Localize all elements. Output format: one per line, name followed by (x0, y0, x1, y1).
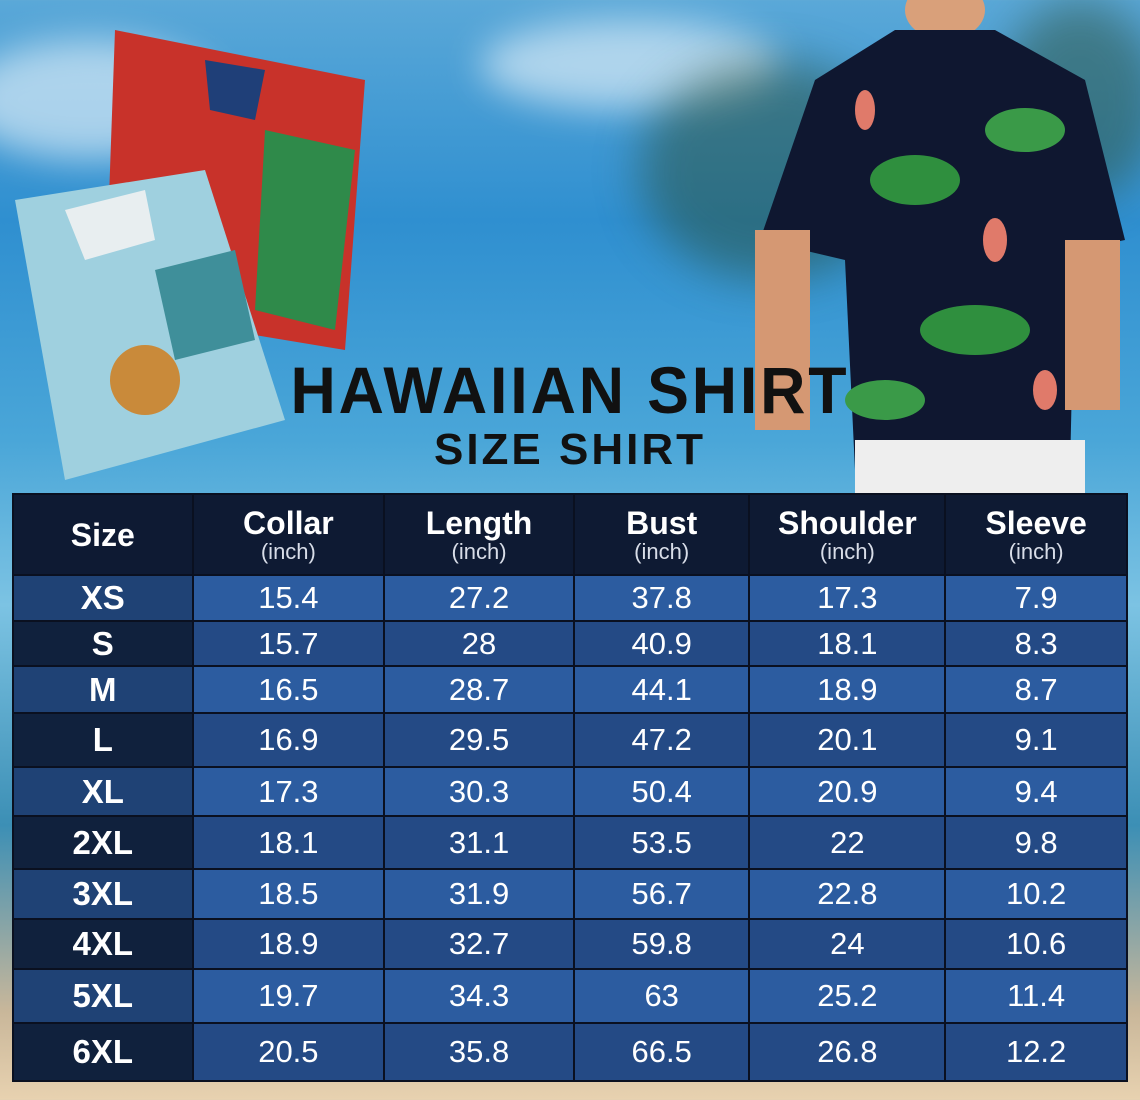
table-row: 5XL 19.7 34.3 63 25.2 11.4 (12, 968, 1128, 1024)
column-label: Size (70, 516, 135, 553)
column-header-sleeve: Sleeve (inch) (944, 493, 1128, 576)
column-header-shoulder: Shoulder (inch) (748, 493, 947, 576)
measurement-cell: 18.9 (191, 918, 386, 970)
measurement-cell: 44.1 (572, 665, 751, 714)
folded-shirts-image (15, 30, 365, 480)
page-title: HAWAIIAN SHIRT (290, 353, 850, 427)
measurement-cell: 8.7 (944, 665, 1128, 714)
measurement-cell: 17.3 (191, 766, 386, 817)
measurement-cell: 22.8 (748, 868, 947, 920)
measurement-cell: 50.4 (572, 766, 751, 817)
size-cell: 4XL (12, 918, 194, 970)
page-subtitle: SIZE SHIRT (433, 425, 707, 474)
column-label: Sleeve (985, 504, 1087, 541)
table-row: 3XL 18.5 31.9 56.7 22.8 10.2 (12, 868, 1128, 920)
measurement-cell: 25.2 (748, 968, 947, 1024)
measurement-cell: 28.7 (383, 665, 575, 714)
measurement-cell: 31.9 (383, 868, 575, 920)
column-unit: (inch) (1008, 538, 1064, 564)
column-label: Shoulder (778, 504, 917, 541)
column-unit: (inch) (819, 538, 875, 564)
table-row: 6XL 20.5 35.8 66.5 26.8 12.2 (12, 1022, 1128, 1082)
measurement-cell: 24 (748, 918, 947, 970)
measurement-cell: 63 (572, 968, 751, 1024)
measurement-cell: 18.5 (191, 868, 386, 920)
table-row: 2XL 18.1 31.1 53.5 22 9.8 (12, 815, 1128, 870)
measurement-cell: 18.1 (191, 815, 386, 870)
measurement-cell: 28 (383, 620, 575, 667)
measurement-cell: 18.1 (748, 620, 947, 667)
measurement-cell: 18.9 (748, 665, 947, 714)
measurement-cell: 9.1 (944, 712, 1128, 768)
measurement-cell: 10.2 (944, 868, 1128, 920)
cloud (480, 20, 780, 110)
measurement-cell: 8.3 (944, 620, 1128, 667)
measurement-cell: 37.8 (572, 574, 751, 622)
size-cell: XL (12, 766, 194, 817)
table-row: M 16.5 28.7 44.1 18.9 8.7 (12, 665, 1128, 714)
measurement-cell: 31.1 (383, 815, 575, 870)
column-label: Length (425, 504, 533, 541)
model-shirt-image (755, 0, 1125, 495)
size-table: Size Collar (inch) Length (inch) Bust (inch) Sh… (12, 493, 1128, 1082)
measurement-cell: 40.9 (572, 620, 751, 667)
size-cell: M (12, 665, 194, 714)
measurement-cell: 22 (748, 815, 947, 870)
column-header-bust: Bust (inch) (572, 493, 751, 576)
column-header-length: Length (inch) (383, 493, 575, 576)
size-cell: 2XL (12, 815, 194, 870)
measurement-cell: 12.2 (944, 1022, 1128, 1082)
measurement-cell: 34.3 (383, 968, 575, 1024)
column-unit: (inch) (634, 538, 690, 564)
column-header-size: Size (12, 493, 194, 576)
measurement-cell: 53.5 (572, 815, 751, 870)
table-row: XL 17.3 30.3 50.4 20.9 9.4 (12, 766, 1128, 817)
column-label: Collar (243, 504, 334, 541)
measurement-cell: 59.8 (572, 918, 751, 970)
measurement-cell: 16.5 (191, 665, 386, 714)
measurement-cell: 47.2 (572, 712, 751, 768)
measurement-cell: 20.1 (748, 712, 947, 768)
header-row: Size Collar (inch) Length (inch) Bust (inch) Sh… (12, 493, 1128, 576)
measurement-cell: 7.9 (944, 574, 1128, 622)
column-label: Bust (626, 504, 698, 541)
measurement-cell: 26.8 (748, 1022, 947, 1082)
measurement-cell: 32.7 (383, 918, 575, 970)
measurement-cell: 19.7 (191, 968, 386, 1024)
column-unit: (inch) (451, 538, 507, 564)
measurement-cell: 10.6 (944, 918, 1128, 970)
measurement-cell: 17.3 (748, 574, 947, 622)
measurement-cell: 11.4 (944, 968, 1128, 1024)
size-cell: 5XL (12, 968, 194, 1024)
table-row: XS 15.4 27.2 37.8 17.3 7.9 (12, 574, 1128, 622)
measurement-cell: 16.9 (191, 712, 386, 768)
size-cell: 3XL (12, 868, 194, 920)
table-row: S 15.7 28 40.9 18.1 8.3 (12, 620, 1128, 667)
measurement-cell: 15.4 (191, 574, 386, 622)
measurement-cell: 35.8 (383, 1022, 575, 1082)
measurement-cell: 15.7 (191, 620, 386, 667)
measurement-cell: 66.5 (572, 1022, 751, 1082)
size-cell: XS (12, 574, 194, 622)
measurement-cell: 20.9 (748, 766, 947, 817)
measurement-cell: 56.7 (572, 868, 751, 920)
measurement-cell: 9.4 (944, 766, 1128, 817)
column-header-collar: Collar (inch) (191, 493, 386, 576)
measurement-cell: 20.5 (191, 1022, 386, 1082)
size-cell: S (12, 620, 194, 667)
size-cell: L (12, 712, 194, 768)
table-row: 4XL 18.9 32.7 59.8 24 10.6 (12, 918, 1128, 970)
measurement-cell: 29.5 (383, 712, 575, 768)
size-cell: 6XL (12, 1022, 194, 1082)
column-unit: (inch) (260, 538, 316, 564)
measurement-cell: 9.8 (944, 815, 1128, 870)
measurement-cell: 27.2 (383, 574, 575, 622)
measurement-cell: 30.3 (383, 766, 575, 817)
table-row: L 16.9 29.5 47.2 20.1 9.1 (12, 712, 1128, 768)
